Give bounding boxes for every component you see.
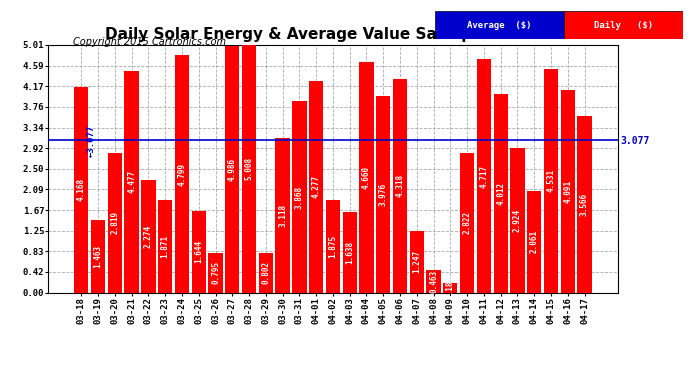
Text: 4.531: 4.531 xyxy=(546,169,555,192)
Text: 4.318: 4.318 xyxy=(395,174,404,197)
Bar xyxy=(443,283,457,292)
Bar xyxy=(435,11,564,39)
Bar xyxy=(242,45,256,292)
Text: 0.189: 0.189 xyxy=(446,276,455,299)
Text: 1.871: 1.871 xyxy=(161,235,170,258)
Text: 2.924: 2.924 xyxy=(513,209,522,232)
Text: Copyright 2015 Cartronics.com: Copyright 2015 Cartronics.com xyxy=(73,37,226,46)
Text: 1.875: 1.875 xyxy=(328,235,337,258)
Text: 0.802: 0.802 xyxy=(262,261,270,284)
Bar xyxy=(410,231,424,292)
Text: 3.976: 3.976 xyxy=(379,183,388,206)
Text: 2.274: 2.274 xyxy=(144,225,153,248)
Bar xyxy=(326,200,340,292)
Text: 4.477: 4.477 xyxy=(127,170,136,194)
Text: 0.795: 0.795 xyxy=(211,261,220,284)
Bar xyxy=(275,138,290,292)
Bar xyxy=(108,153,122,292)
Text: Daily   ($): Daily ($) xyxy=(594,21,653,30)
Bar xyxy=(460,153,474,292)
Text: 1.247: 1.247 xyxy=(413,250,422,273)
Text: 2.822: 2.822 xyxy=(462,211,472,234)
Bar xyxy=(342,211,357,292)
Bar xyxy=(426,270,441,292)
Bar xyxy=(192,211,206,292)
Text: 4.277: 4.277 xyxy=(312,175,321,198)
Bar xyxy=(527,190,542,292)
Bar xyxy=(511,148,524,292)
Bar xyxy=(175,56,189,292)
Bar xyxy=(359,62,373,292)
Bar xyxy=(309,81,324,292)
Bar xyxy=(158,200,172,292)
Text: 4.012: 4.012 xyxy=(496,182,505,205)
Text: 2.061: 2.061 xyxy=(530,230,539,253)
Text: 1.638: 1.638 xyxy=(345,240,354,264)
Bar xyxy=(493,94,508,292)
Text: 1.644: 1.644 xyxy=(194,240,204,264)
Text: 3.868: 3.868 xyxy=(295,185,304,209)
Text: 2.819: 2.819 xyxy=(110,211,119,234)
Text: 1.463: 1.463 xyxy=(94,245,103,268)
Bar xyxy=(75,87,88,292)
Text: 0.463: 0.463 xyxy=(429,270,438,292)
Bar xyxy=(91,220,105,292)
Bar xyxy=(564,11,683,39)
Text: 5.008: 5.008 xyxy=(244,157,253,180)
Bar xyxy=(578,116,592,292)
Text: 4.717: 4.717 xyxy=(480,164,489,188)
Bar xyxy=(561,90,575,292)
Bar xyxy=(293,101,306,292)
Bar xyxy=(259,253,273,292)
Bar xyxy=(225,46,239,292)
Text: 4.799: 4.799 xyxy=(177,162,186,186)
Title: Daily Solar Energy & Average Value Sat Apr 18 19:33: Daily Solar Energy & Average Value Sat A… xyxy=(106,27,560,42)
Text: 4.091: 4.091 xyxy=(563,180,572,203)
Bar xyxy=(208,253,223,292)
Text: 4.986: 4.986 xyxy=(228,158,237,181)
Bar xyxy=(544,69,558,292)
Bar xyxy=(124,71,139,292)
Bar xyxy=(376,96,391,292)
Text: 4.660: 4.660 xyxy=(362,166,371,189)
Text: Average  ($): Average ($) xyxy=(467,21,531,30)
Text: 3.118: 3.118 xyxy=(278,204,287,227)
Bar xyxy=(477,60,491,292)
Text: 3.566: 3.566 xyxy=(580,193,589,216)
Bar xyxy=(141,180,155,292)
Text: ←3.077: ←3.077 xyxy=(86,124,95,157)
Bar xyxy=(393,79,407,292)
Text: 4.168: 4.168 xyxy=(77,178,86,201)
